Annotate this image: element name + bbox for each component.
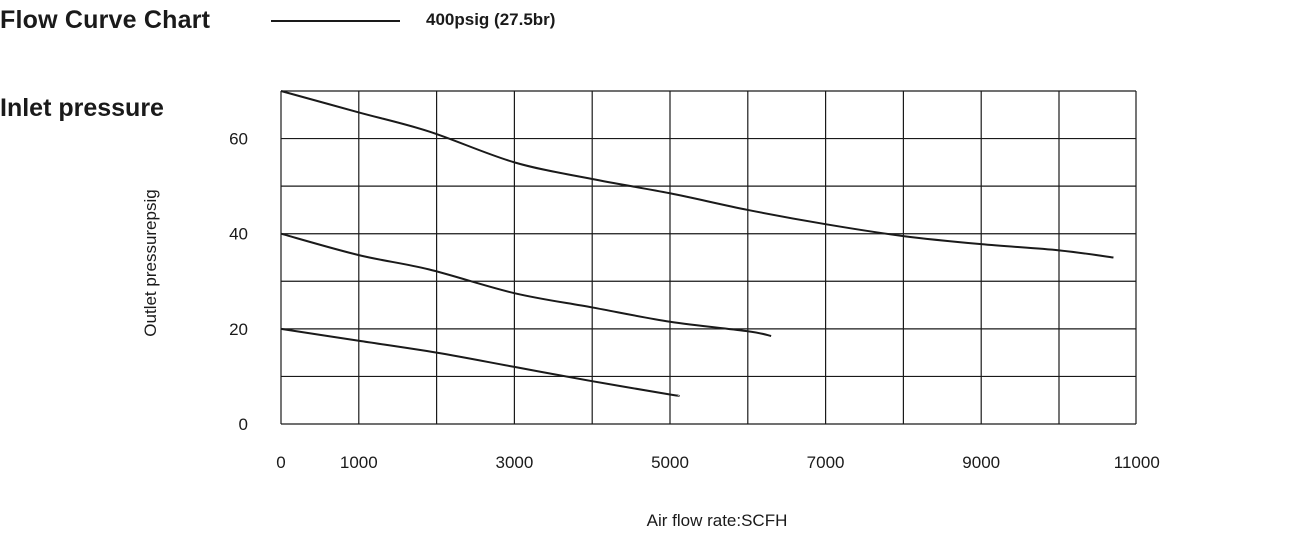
y-tick-label: 60 — [229, 130, 248, 149]
x-tick-label: 1000 — [340, 453, 378, 472]
chart-curves — [280, 90, 1114, 397]
y-tick-label: 0 — [239, 415, 248, 434]
chart-grid — [280, 90, 1137, 425]
x-tick-label: 3000 — [495, 453, 533, 472]
series-line — [280, 327, 680, 397]
x-tick-label: 0 — [276, 453, 285, 472]
y-axis-ticks: 0 20 40 60 — [229, 130, 248, 434]
y-tick-label: 40 — [229, 225, 248, 244]
series-line — [280, 232, 772, 337]
series-line — [280, 90, 1114, 259]
x-tick-label: 9000 — [962, 453, 1000, 472]
legend-label: 400psig (27.5br) — [426, 10, 556, 29]
x-axis-ticks: 0 1000 3000 5000 7000 9000 11000 — [276, 453, 1160, 472]
x-axis-label: Air flow rate:SCFH — [647, 511, 788, 530]
chart-title: Flow Curve Chart — [0, 6, 211, 34]
y-axis-label: Outlet pressurepsig — [141, 189, 160, 336]
x-tick-label: 5000 — [651, 453, 689, 472]
x-tick-label: 11000 — [1114, 453, 1160, 472]
x-tick-label: 7000 — [807, 453, 845, 472]
legend-line-swatch — [271, 20, 400, 22]
y-tick-label: 20 — [229, 320, 248, 339]
inlet-pressure-label: Inlet pressure — [0, 94, 164, 122]
